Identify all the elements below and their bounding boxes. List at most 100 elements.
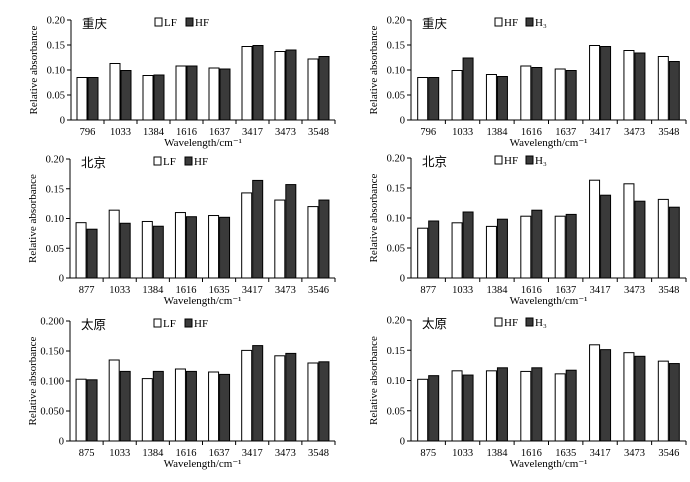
x-axis-title: Wavelength/cm⁻¹ bbox=[510, 295, 588, 307]
x-tick-label: 3417 bbox=[242, 285, 263, 296]
y-tick-label: 0.05 bbox=[46, 244, 64, 255]
y-axis-title: Relative absorbance bbox=[27, 336, 39, 425]
legend-swatch-LF bbox=[153, 318, 162, 328]
bar-HF-3548 bbox=[318, 56, 330, 121]
y-tick-label: 0.15 bbox=[47, 41, 65, 52]
legend-swatch-HF bbox=[494, 17, 503, 27]
bar-HF-1384 bbox=[152, 370, 164, 442]
y-axis-title: Relative absorbance bbox=[368, 25, 380, 114]
chart-panel-2: 0 0.05 0.10 0.15 0.20 796 1033 1384 1616 1637 3417… bbox=[368, 16, 687, 149]
y-tick-label: 0.05 bbox=[387, 406, 405, 417]
chart-panel-4: 0 0.05 0.10 0.15 0.20 877 1033 1384 1616 1637 3417… bbox=[368, 154, 687, 307]
bar-LF-1384 bbox=[141, 220, 153, 279]
x-tick-label: 877 bbox=[420, 285, 436, 296]
bar-HF-1033 bbox=[451, 70, 463, 121]
legend-label: HF bbox=[194, 318, 208, 330]
bar-H₃-1635 bbox=[565, 369, 577, 442]
chart-panel-1: 0 0.05 0.10 0.15 0.20 796 1033 1384 1616 1637 3417… bbox=[28, 16, 336, 149]
panel-title: 北京 bbox=[81, 155, 106, 170]
bar-HF-1033 bbox=[451, 222, 463, 279]
bar-H₃-877 bbox=[428, 220, 440, 279]
x-tick-label: 875 bbox=[79, 448, 95, 459]
bar-H₃-1384 bbox=[496, 76, 508, 121]
x-tick-label: 3546 bbox=[658, 448, 679, 459]
legend-swatch-H₃ bbox=[525, 17, 534, 27]
x-tick-label: 1033 bbox=[109, 285, 130, 296]
bar-HF-3473 bbox=[623, 352, 635, 442]
bar-HF-875 bbox=[86, 379, 98, 442]
y-tick-label: 0.20 bbox=[47, 16, 65, 27]
bar-HF-1637 bbox=[554, 68, 566, 121]
x-tick-label: 1033 bbox=[452, 285, 473, 296]
bar-HF-877 bbox=[417, 227, 429, 279]
bar-HF-3417 bbox=[252, 179, 264, 279]
legend-swatch-H₃ bbox=[525, 155, 534, 165]
bar-H₃-3417 bbox=[600, 349, 612, 442]
y-tick-label: 0.10 bbox=[47, 66, 65, 77]
bar-H₃-3473 bbox=[634, 200, 646, 279]
x-tick-label: 3417 bbox=[590, 448, 611, 459]
x-tick-label: 1384 bbox=[486, 127, 508, 138]
bar-HF-1384 bbox=[152, 225, 164, 279]
legend-label: LF bbox=[164, 17, 177, 29]
y-tick-label: 0.200 bbox=[40, 317, 64, 328]
x-axis-title: Wavelength/cm⁻¹ bbox=[510, 137, 588, 149]
x-tick-label: 877 bbox=[79, 285, 95, 296]
bar-HF-875 bbox=[417, 378, 429, 442]
x-tick-label: 3417 bbox=[590, 127, 611, 138]
bar-HF-1637 bbox=[554, 215, 566, 279]
legend-label: LF bbox=[163, 318, 176, 330]
x-tick-label: 1033 bbox=[452, 448, 473, 459]
x-tick-label: 1033 bbox=[110, 127, 131, 138]
y-axis-title: Relative absorbance bbox=[368, 336, 380, 425]
bar-HF-3473 bbox=[285, 49, 297, 121]
bar-LF-1033 bbox=[108, 359, 120, 442]
bar-HF-1637 bbox=[219, 68, 231, 121]
x-tick-label: 1384 bbox=[143, 127, 165, 138]
x-tick-label: 1616 bbox=[176, 127, 197, 138]
x-tick-label: 875 bbox=[420, 448, 436, 459]
x-tick-label: 1637 bbox=[209, 127, 230, 138]
y-axis-title: Relative absorbance bbox=[28, 25, 40, 114]
x-tick-label: 796 bbox=[80, 127, 96, 138]
panel-title: 太原 bbox=[81, 317, 106, 332]
y-tick-label: 0 bbox=[59, 274, 64, 285]
x-tick-label: 3473 bbox=[624, 285, 645, 296]
bar-LF-796 bbox=[76, 77, 88, 121]
bar-H₃-1616 bbox=[531, 367, 543, 442]
y-axis-title: Relative absorbance bbox=[27, 174, 39, 263]
legend-swatch-H₃ bbox=[525, 317, 534, 327]
bar-LF-1637 bbox=[208, 67, 220, 121]
y-tick-label: 0.15 bbox=[387, 41, 405, 52]
y-tick-label: 0.10 bbox=[387, 376, 405, 387]
bar-HF-1033 bbox=[120, 70, 132, 121]
bar-LF-3473 bbox=[274, 199, 286, 279]
bar-LF-1384 bbox=[142, 75, 154, 121]
y-tick-label: 0.050 bbox=[40, 407, 64, 418]
y-tick-label: 0 bbox=[60, 116, 65, 127]
bar-H₃-1384 bbox=[496, 367, 508, 442]
panel-title: 北京 bbox=[422, 154, 447, 169]
x-tick-label: 796 bbox=[420, 127, 436, 138]
bar-LF-3417 bbox=[241, 192, 253, 279]
legend-label: HF bbox=[504, 17, 518, 29]
x-tick-label: 3417 bbox=[242, 127, 263, 138]
y-tick-label: 0.20 bbox=[46, 155, 64, 166]
x-tick-label: 1635 bbox=[209, 285, 230, 296]
bar-H₃-3548 bbox=[668, 61, 680, 121]
bar-H₃-1033 bbox=[462, 374, 474, 442]
x-axis-title: Wavelength/cm⁻¹ bbox=[164, 295, 242, 307]
x-tick-label: 3473 bbox=[275, 448, 296, 459]
bar-HF-3417 bbox=[589, 344, 601, 442]
bar-H₃-3548 bbox=[668, 206, 680, 279]
bar-HF-1616 bbox=[520, 65, 532, 121]
bar-HF-3473 bbox=[285, 184, 297, 279]
bar-H₃-1616 bbox=[531, 209, 543, 279]
bar-HF-1033 bbox=[119, 370, 131, 442]
panel-title: 重庆 bbox=[82, 16, 108, 31]
bar-LF-1033 bbox=[109, 63, 121, 121]
x-tick-label: 1616 bbox=[175, 448, 196, 459]
bar-HF-3417 bbox=[589, 179, 601, 279]
bar-HF-3548 bbox=[657, 198, 669, 279]
legend-label: H₃ bbox=[535, 317, 547, 329]
